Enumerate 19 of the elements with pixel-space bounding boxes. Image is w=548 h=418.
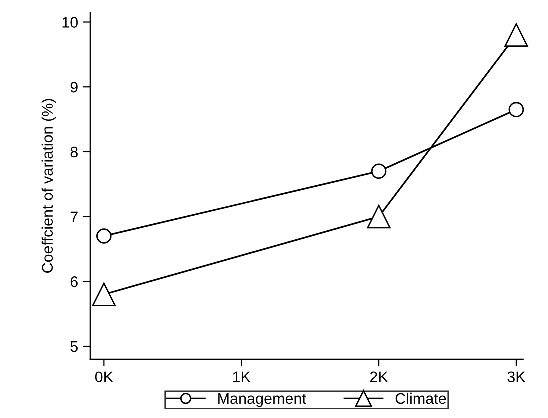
y-tick-label: 10 (62, 17, 78, 28)
y-tick-label: 6 (70, 276, 78, 288)
point (367, 205, 391, 229)
point (508, 102, 524, 118)
point (371, 164, 387, 180)
point (504, 23, 528, 48)
point (96, 228, 112, 244)
y-tick-label: 8 (70, 146, 78, 158)
legend-label: Management (218, 393, 306, 408)
x-tick-label: 2K (370, 372, 388, 382)
point (92, 282, 116, 306)
y-axis-title: Coeffcient of variation (%) (42, 99, 56, 273)
x-tick-label: 1K (233, 372, 251, 382)
x-tick-label: 0K (95, 372, 114, 383)
y-tick-label: 9 (70, 82, 78, 93)
legend-label: Climate (396, 392, 446, 404)
x-tick-label: 3K (508, 372, 526, 383)
y-tick-label: 7 (70, 212, 78, 222)
y-tick-label: 5 (70, 342, 78, 352)
